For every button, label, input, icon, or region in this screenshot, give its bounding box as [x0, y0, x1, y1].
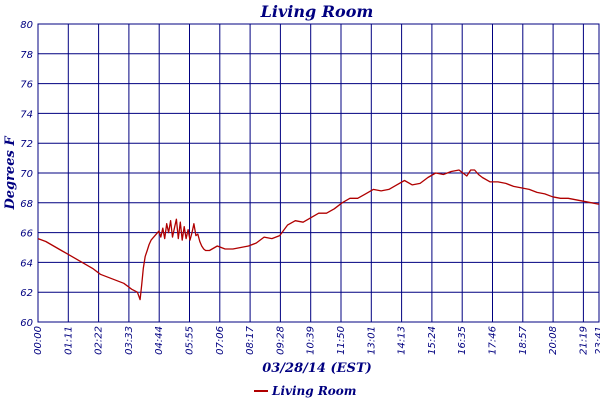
x-tick-label: 11:50: [336, 326, 347, 355]
x-tick-label: 18:57: [518, 325, 529, 354]
x-tick-label: 09:28: [275, 326, 286, 355]
x-tick-label: 01:11: [63, 326, 74, 355]
x-tick-label: 05:55: [185, 326, 196, 355]
plot-border: [37, 23, 600, 323]
x-tick-label: 00:00: [33, 326, 44, 355]
x-tick-label: 10:39: [306, 326, 317, 355]
y-tick-label: 64: [20, 258, 33, 269]
legend-label: Living Room: [271, 384, 357, 398]
x-tick-label: 04:44: [154, 326, 165, 355]
x-tick-label: 07:06: [215, 326, 226, 355]
chart-title: Living Room: [260, 2, 374, 21]
y-tick-label: 68: [20, 199, 33, 210]
y-tick-label: 80: [20, 20, 33, 31]
x-tick-label: 23:41: [594, 326, 600, 355]
x-tick-label: 15:24: [427, 326, 438, 355]
x-tick-labels: 00:00 01:11 02:22 03:33 04:44 05:55 07:06 08:17…: [33, 325, 600, 354]
y-tick-label: 78: [20, 50, 33, 61]
x-axis-label: 03/28/14 (EST): [262, 361, 372, 376]
y-tick-labels: 60 62 64 66 68 70 72 74 76 78 80: [20, 20, 33, 329]
x-tick-label: 17:46: [488, 326, 499, 355]
x-tick-label: 03:33: [124, 326, 135, 355]
x-tick-label: 08:17: [245, 325, 256, 354]
y-tick-label: 72: [20, 139, 33, 150]
x-tick-label: 20:08: [548, 326, 559, 355]
x-tick-label: 21:19: [578, 326, 589, 355]
series-line-living-room: [37, 169, 600, 301]
legend: Living Room: [254, 384, 357, 398]
x-tick-label: 16:35: [457, 326, 468, 355]
y-tick-label: 70: [20, 169, 33, 180]
y-tick-label: 74: [20, 109, 33, 120]
y-axis-label: Degrees F: [3, 136, 18, 211]
x-tick-label: 02:22: [94, 326, 105, 355]
y-tick-label: 76: [20, 80, 33, 91]
y-tick-label: 62: [20, 288, 33, 299]
y-tick-label: 66: [20, 229, 33, 240]
x-tick-label: 13:01: [366, 326, 377, 355]
y-tick-label: 60: [20, 318, 33, 329]
series-layer: [37, 169, 600, 301]
x-tick-label: 14:13: [397, 326, 408, 355]
